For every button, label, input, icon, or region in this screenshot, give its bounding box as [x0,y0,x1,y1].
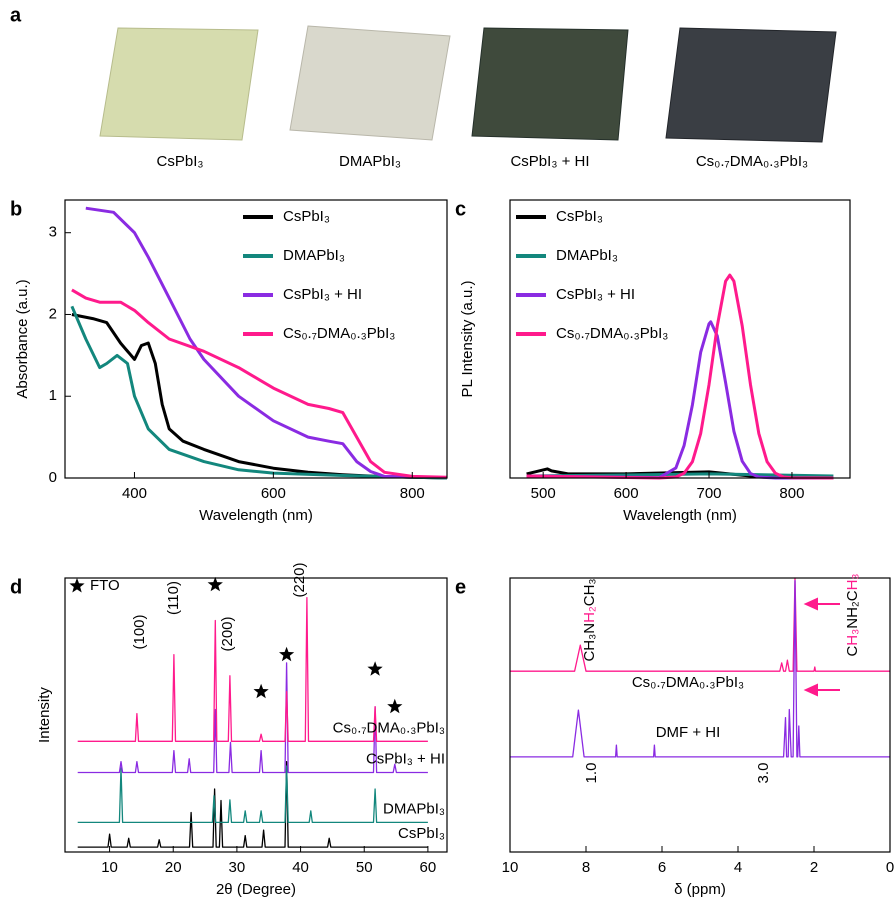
annotation: 1.0 [583,763,600,784]
photo-label: CsPbI₃ + HI [510,153,589,170]
legend-label: DMAPbI₃ [283,247,345,264]
y-tick-label: 2 [49,305,57,322]
photo [289,25,451,141]
annotation: CH₃NH₂CH₃ [844,573,861,656]
plot-frame [509,577,891,853]
photo-label: Cs₀.₇DMA₀.₃PbI₃ [696,153,808,170]
x-tick-label: 40 [292,859,309,876]
x-axis-label: Wavelength (nm) [199,507,313,524]
annotation: (110) [165,581,182,615]
annotation-part: C [844,646,861,657]
star-marker [253,683,269,699]
x-axis-label: 2θ (Degree) [216,881,296,898]
x-tick-label: 400 [122,485,147,502]
x-tick-label: 800 [779,485,804,502]
x-tick-label: 4 [734,859,742,876]
star-marker [207,576,223,592]
x-tick-label: 60 [420,859,437,876]
annotation-part: CH₃ [581,578,598,606]
annotation: 3.0 [755,763,772,784]
x-tick-label: 2 [810,859,818,876]
plot-frame [64,199,448,479]
series-label: Cs₀.₇DMA₀.₃PbI₃ [632,674,744,691]
x-tick-label: 700 [697,485,722,502]
annotation-part: H₃ [844,629,861,646]
photo [665,27,837,143]
annotation: (200) [219,616,236,651]
x-tick-label: 6 [658,859,666,876]
arrow-head [803,683,818,697]
panel-letter: d [10,576,22,598]
x-tick-label: 600 [261,485,286,502]
x-axis-label: δ (ppm) [674,881,726,898]
legend-label: CsPbI₃ [556,208,603,225]
series-line [510,580,890,758]
y-axis-label: Absorbance (a.u.) [14,279,31,398]
x-tick-label: 500 [531,485,556,502]
legend-label: Cs₀.₇DMA₀.₃PbI₃ [283,325,395,342]
panel-letter: c [455,198,466,220]
x-tick-label: 10 [101,859,118,876]
series-label: Cs₀.₇DMA₀.₃PbI₃ [333,719,445,736]
annotation: CH₃NH₂CH₃ [581,578,598,661]
panel-letter: a [10,4,22,26]
photo [471,27,629,141]
series-line [526,273,834,480]
x-axis-label: Wavelength (nm) [623,507,737,524]
star-marker [387,698,403,714]
y-tick-label: 0 [49,469,57,486]
series-line [510,577,890,672]
annotation: (220) [291,562,308,597]
x-tick-label: 50 [356,859,373,876]
annotation: (100) [131,614,148,649]
legend-label: DMAPbI₃ [556,247,618,264]
series-label: CsPbI₃ + HI [366,751,445,768]
annotation-part: H₃ [844,573,861,590]
annotation-part: NH₂C [844,590,861,628]
legend-label: CsPbI₃ + HI [283,286,362,303]
star-marker [279,646,295,662]
legend-label: Cs₀.₇DMA₀.₃PbI₃ [556,325,668,342]
star-marker [69,578,85,593]
annotation: FTO [90,577,120,594]
arrows [803,597,840,697]
x-tick-label: 800 [400,485,425,502]
legend-label: CsPbI₃ + HI [556,286,635,303]
series-line [77,597,428,742]
series-line [526,320,834,480]
series-line [71,288,448,479]
series-line [85,206,413,479]
x-tick-label: 8 [582,859,590,876]
photo-label: DMAPbI₃ [339,153,401,170]
series-label: DMF + HI [656,724,721,741]
legend-label: CsPbI₃ [283,208,330,225]
photo [99,27,259,141]
x-tick-label: 600 [614,485,639,502]
series-label: CsPbI₃ [398,825,445,842]
x-tick-label: 10 [502,859,519,876]
series-line [70,305,448,480]
x-tick-label: 30 [229,859,246,876]
arrow-head [803,597,818,611]
panel-letter: b [10,198,22,220]
plot-frame [509,199,851,479]
panel-letter: e [455,576,466,598]
y-axis-label: Intensity [36,687,53,743]
x-tick-label: 20 [165,859,182,876]
star-marker [367,661,383,676]
y-tick-label: 1 [49,387,57,404]
series-line [77,765,428,824]
annotation-part: CH₃N [581,623,598,662]
photo-label: CsPbI₃ [157,153,204,170]
plot-frame [64,577,448,853]
annotation-part: H₂ [581,606,598,623]
series-label: DMAPbI₃ [383,800,445,817]
y-tick-label: 3 [49,224,57,241]
y-axis-label: PL Intensity (a.u.) [459,280,476,397]
x-tick-label: 0 [886,859,894,876]
